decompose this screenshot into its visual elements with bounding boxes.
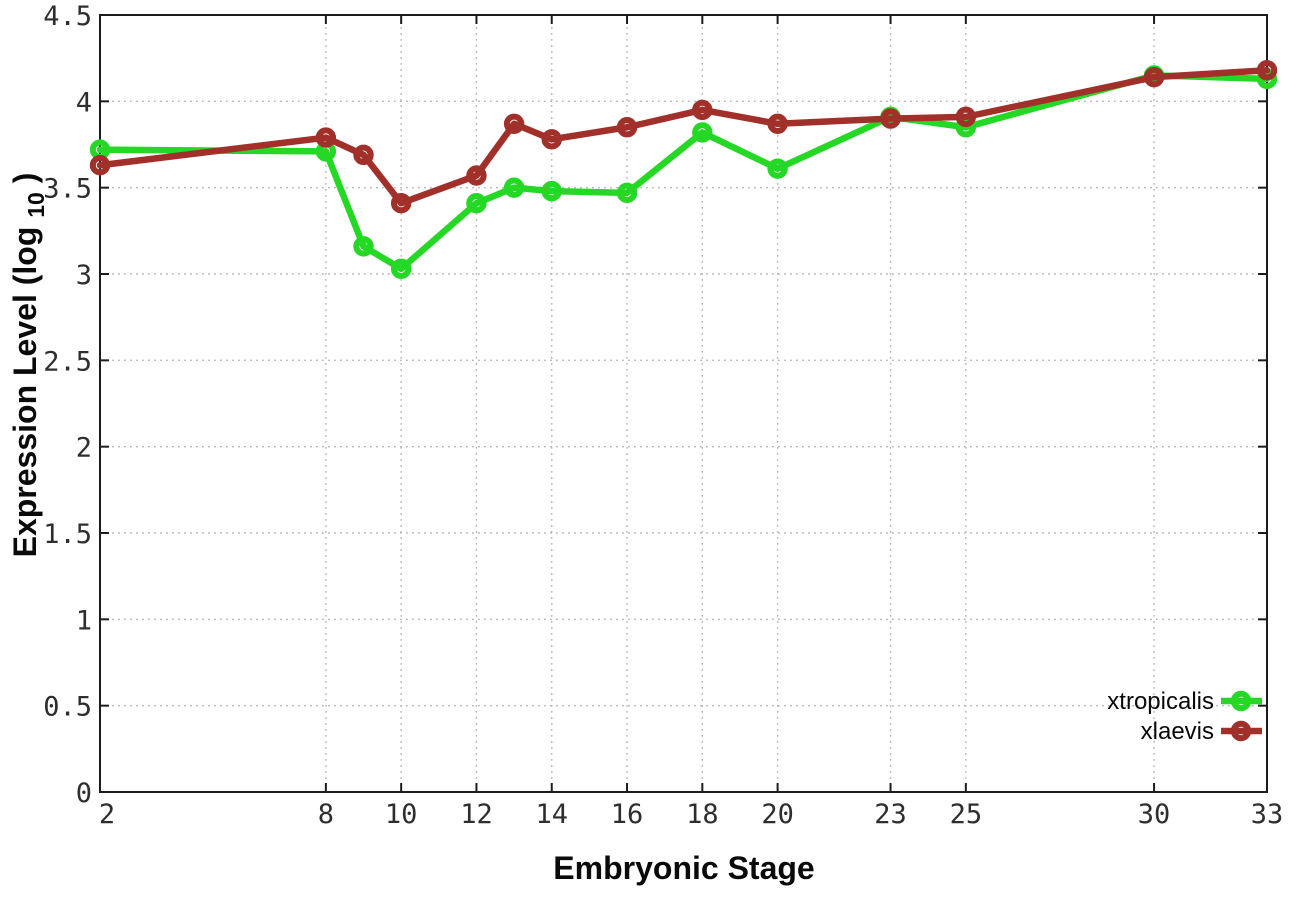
y-tick-label: 2 <box>76 433 92 464</box>
series-point-xtropicalis <box>616 182 638 204</box>
x-tick-label: 16 <box>611 799 644 830</box>
x-tick-label: 10 <box>385 799 418 830</box>
series-point-xtropicalis <box>503 177 525 198</box>
y-tick-label: 4 <box>76 87 92 118</box>
axes-and-ticks <box>99 14 1268 793</box>
legend-marker-xtropicalis <box>1230 690 1252 712</box>
series-point-xlaevis <box>692 99 713 121</box>
x-tick-label: 2 <box>99 799 115 830</box>
y-tick-label: 1 <box>76 605 92 636</box>
series-point-xtropicalis <box>692 122 713 143</box>
series-point-xlaevis <box>466 165 487 186</box>
series-point-xlaevis <box>1256 60 1278 81</box>
x-tick-label: 20 <box>761 799 794 830</box>
x-tick-label: 25 <box>950 799 983 830</box>
series-point-xlaevis <box>767 113 788 134</box>
y-axis-title-main: Expression Level (log <box>7 227 43 558</box>
x-tick-label: 30 <box>1138 799 1171 830</box>
series-point-xtropicalis <box>353 236 374 257</box>
series-point-xlaevis <box>503 113 525 134</box>
series-point-xtropicalis <box>767 158 788 179</box>
series-point-xlaevis <box>880 108 901 129</box>
y-axis-title-suffix: ) <box>7 173 43 184</box>
x-tick-label: 14 <box>535 799 568 830</box>
series-point-xtropicalis <box>541 180 562 202</box>
series-line-xlaevis <box>96 67 1271 207</box>
y-tick-label: 3.5 <box>43 174 92 205</box>
x-tick-label: 23 <box>874 799 907 830</box>
series-point-xlaevis <box>390 193 412 214</box>
y-tick-label: 0.5 <box>43 692 92 723</box>
series-point-xlaevis <box>955 106 977 128</box>
x-tick-label: 18 <box>686 799 719 830</box>
series-line-xtropicalis <box>96 72 1271 273</box>
series-point-xlaevis <box>353 144 374 166</box>
y-tick-label: 3 <box>76 260 92 291</box>
y-tick-label: 4.5 <box>43 1 92 32</box>
series-point-xlaevis <box>541 129 562 150</box>
x-tick-label: 8 <box>318 799 334 830</box>
series-point-xtropicalis <box>466 193 487 214</box>
y-axis-title-subscript: 10 <box>23 192 49 218</box>
grid-lines <box>99 14 1268 793</box>
tick-labels: 2 8 10 12 14 16 18 20 23 25 30 33 0 0.5 1 1.5 2 2.5 3 3.5 4 4… <box>43 1 1283 830</box>
legend-marker-xlaevis <box>1230 720 1252 742</box>
y-tick-label: 1.5 <box>43 519 92 550</box>
x-tick-label: 33 <box>1251 799 1284 830</box>
x-tick-label: 12 <box>460 799 493 830</box>
series-point-xtropicalis <box>390 258 412 280</box>
x-axis-title: Embryonic Stage <box>553 850 814 886</box>
series-point-xlaevis <box>89 155 111 176</box>
y-tick-label: 2.5 <box>43 346 92 377</box>
series-point-xlaevis <box>616 117 638 138</box>
legend: xtropicalis xlaevis <box>1107 688 1262 745</box>
legend-label-xtropicalis: xtropicalis <box>1107 688 1214 715</box>
plot-border <box>99 14 1268 793</box>
legend-label-xlaevis: xlaevis <box>1141 718 1214 745</box>
data-series <box>89 60 1278 280</box>
y-axis-title: Expression Level (log 10 ) <box>7 173 51 558</box>
series-point-xlaevis <box>315 127 337 148</box>
y-tick-label: 0 <box>76 778 92 809</box>
series-point-xlaevis <box>1143 66 1165 88</box>
